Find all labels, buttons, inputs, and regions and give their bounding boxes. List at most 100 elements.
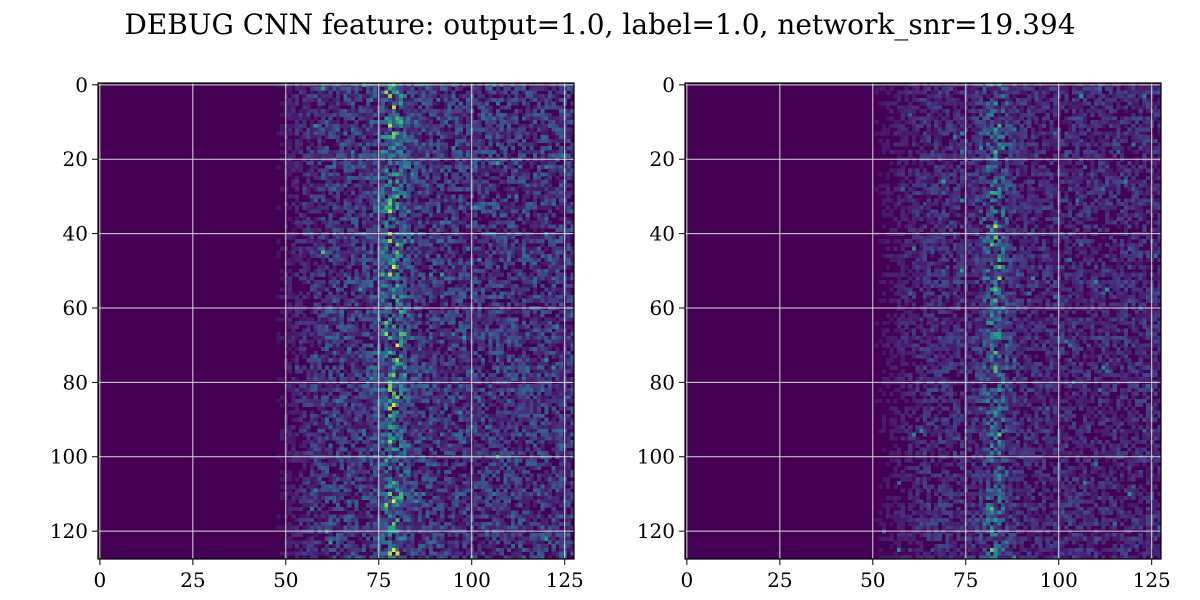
heatmap-cell — [354, 175, 359, 181]
heatmap-cell — [566, 298, 571, 303]
heatmap-cell — [432, 228, 437, 233]
heatmap-cell — [369, 283, 374, 288]
heatmap-cell — [473, 205, 478, 210]
heatmap-cell — [369, 135, 374, 140]
heatmap-cell — [514, 339, 519, 344]
heatmap-cell — [466, 97, 471, 102]
heatmap-cell — [373, 164, 378, 169]
heatmap-cell — [354, 369, 359, 374]
heatmap-cell — [369, 354, 374, 359]
heatmap-cell — [350, 86, 355, 91]
heatmap-cell — [466, 287, 471, 292]
heatmap-cell — [414, 268, 419, 274]
heatmap-cell — [391, 358, 396, 363]
heatmap-cell — [451, 324, 456, 329]
heatmap-cell — [309, 339, 315, 344]
heatmap-cell — [521, 112, 527, 117]
heatmap-cell — [336, 220, 341, 225]
heatmap-cell — [321, 246, 326, 251]
heatmap-cell — [421, 112, 426, 117]
heatmap-cell — [447, 309, 452, 314]
heatmap-cell — [507, 365, 512, 370]
heatmap-cell — [362, 276, 367, 281]
heatmap-cell — [302, 153, 307, 158]
heatmap-cell — [410, 97, 415, 102]
heatmap-cell — [555, 138, 560, 143]
heatmap-cell — [447, 239, 452, 244]
heatmap-cell — [336, 202, 341, 207]
heatmap-cell — [540, 283, 545, 288]
heatmap-cell — [384, 120, 389, 125]
heatmap-cell — [477, 254, 482, 259]
heatmap-cell — [373, 365, 378, 370]
heatmap-cell — [332, 347, 337, 352]
heatmap-cell — [395, 395, 400, 400]
heatmap-cell — [481, 246, 486, 251]
heatmap-cell — [495, 328, 501, 333]
heatmap-cell — [302, 90, 307, 95]
heatmap-cell — [391, 395, 396, 400]
heatmap-cell — [291, 339, 296, 344]
heatmap-cell — [551, 161, 556, 166]
heatmap-cell — [529, 131, 534, 136]
heatmap-cell — [514, 127, 519, 132]
heatmap-cell — [544, 94, 549, 99]
heatmap-cell — [380, 387, 385, 393]
heatmap-cell — [540, 116, 545, 121]
heatmap-cell — [488, 350, 493, 355]
heatmap-cell — [499, 354, 504, 359]
heatmap-cell — [328, 321, 333, 326]
heatmap-cell — [544, 138, 549, 143]
heatmap-cell — [529, 309, 534, 314]
heatmap-cell — [481, 339, 486, 344]
heatmap-cell — [484, 97, 489, 102]
heatmap-cell — [477, 387, 482, 393]
heatmap-cell — [436, 239, 441, 244]
heatmap-cell — [425, 373, 430, 378]
heatmap-cell — [529, 276, 534, 281]
heatmap-cell — [358, 373, 363, 378]
heatmap-cell — [298, 391, 303, 396]
heatmap-cell — [477, 283, 482, 288]
heatmap-cell — [373, 153, 378, 158]
heatmap-cell — [455, 105, 460, 110]
heatmap-cell — [421, 246, 426, 251]
heatmap-cell — [510, 101, 515, 106]
heatmap-cell — [499, 343, 504, 348]
heatmap-cell — [384, 365, 389, 370]
heatmap-cell — [336, 324, 341, 329]
heatmap-cell — [473, 361, 478, 367]
heatmap-cell — [414, 123, 419, 129]
heatmap-cell — [428, 298, 434, 303]
heatmap-cell — [328, 90, 333, 95]
heatmap-cell — [507, 164, 512, 169]
heatmap-cell — [507, 216, 512, 221]
heatmap-cell — [358, 347, 363, 352]
heatmap-cell — [544, 224, 549, 229]
heatmap-cell — [391, 361, 396, 367]
heatmap-cell — [510, 190, 515, 195]
heatmap-cell — [536, 369, 541, 374]
heatmap-cell — [291, 328, 296, 333]
heatmap-cell — [529, 205, 534, 210]
heatmap-cell — [406, 205, 411, 210]
heatmap-cell — [559, 198, 564, 203]
heatmap-cell — [384, 228, 389, 233]
heatmap-cell — [492, 224, 497, 229]
heatmap-cell — [566, 138, 571, 143]
heatmap-cell — [566, 358, 571, 363]
heatmap-cell — [447, 354, 452, 359]
heatmap-cell — [477, 261, 482, 266]
heatmap-cell — [547, 373, 553, 378]
heatmap-cell — [440, 294, 445, 300]
heatmap-cell — [507, 161, 512, 166]
heatmap-cell — [321, 335, 326, 340]
heatmap-cell — [570, 324, 575, 329]
heatmap-cell — [547, 209, 553, 214]
heatmap-cell — [518, 365, 523, 370]
heatmap-cell — [309, 384, 315, 389]
heatmap-cell — [410, 127, 415, 132]
heatmap-cell — [391, 317, 396, 322]
heatmap-cell — [566, 291, 571, 296]
heatmap-cell — [395, 116, 400, 121]
